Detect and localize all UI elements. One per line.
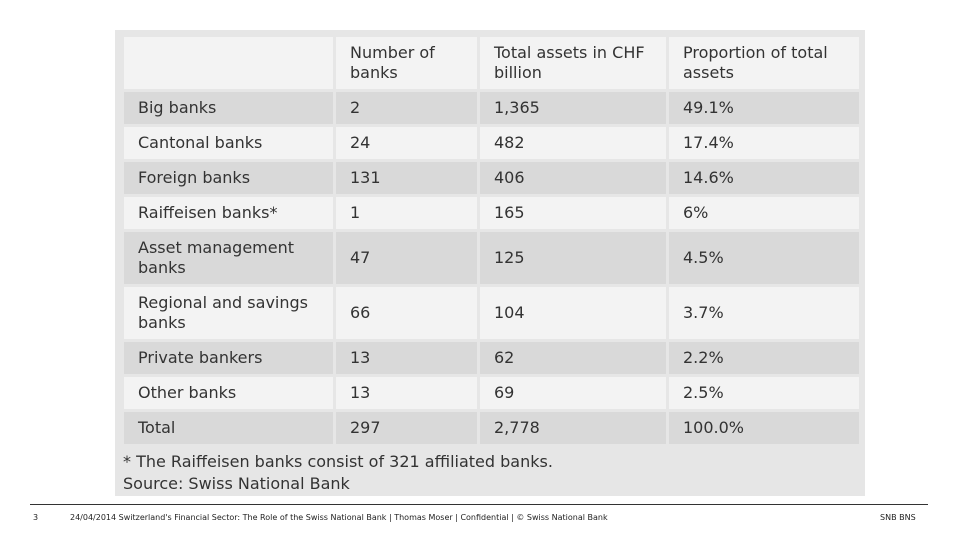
header-cell-number-of-banks: Number of banks <box>336 37 477 89</box>
proportion-cell: 100.0% <box>669 412 859 444</box>
number-of-banks-cell: 297 <box>336 412 477 444</box>
snb-logo: SNB BNS <box>880 513 916 522</box>
table-row: Raiffeisen banks* 1 165 6% <box>124 197 859 229</box>
table-total-row: Total 297 2,778 100.0% <box>124 412 859 444</box>
footer-text: 24/04/2014 Switzerland's Financial Secto… <box>70 513 608 522</box>
footnote-text: * The Raiffeisen banks consist of 321 af… <box>123 452 553 471</box>
table-row: Cantonal banks 24 482 17.4% <box>124 127 859 159</box>
proportion-cell: 6% <box>669 197 859 229</box>
total-assets-cell: 104 <box>480 287 666 339</box>
proportion-cell: 49.1% <box>669 92 859 124</box>
table-header-row: Number of banks Total assets in CHF bill… <box>124 37 859 89</box>
number-of-banks-cell: 1 <box>336 197 477 229</box>
bank-type-cell: Asset management banks <box>124 232 333 284</box>
total-assets-cell: 125 <box>480 232 666 284</box>
number-of-banks-cell: 66 <box>336 287 477 339</box>
total-assets-cell: 2,778 <box>480 412 666 444</box>
total-assets-cell: 69 <box>480 377 666 409</box>
number-of-banks-cell: 24 <box>336 127 477 159</box>
table-panel: Number of banks Total assets in CHF bill… <box>115 30 865 496</box>
table-note: * The Raiffeisen banks consist of 321 af… <box>123 451 553 495</box>
proportion-cell: 2.5% <box>669 377 859 409</box>
total-assets-cell: 165 <box>480 197 666 229</box>
header-cell-total-assets: Total assets in CHF billion <box>480 37 666 89</box>
banks-table: Number of banks Total assets in CHF bill… <box>121 34 862 447</box>
total-assets-cell: 482 <box>480 127 666 159</box>
number-of-banks-cell: 47 <box>336 232 477 284</box>
table-row: Private bankers 13 62 2.2% <box>124 342 859 374</box>
table-row: Big banks 2 1,365 49.1% <box>124 92 859 124</box>
proportion-cell: 2.2% <box>669 342 859 374</box>
bank-type-cell: Big banks <box>124 92 333 124</box>
number-of-banks-cell: 131 <box>336 162 477 194</box>
proportion-cell: 3.7% <box>669 287 859 339</box>
number-of-banks-cell: 13 <box>336 377 477 409</box>
total-assets-cell: 1,365 <box>480 92 666 124</box>
table-row: Other banks 13 69 2.5% <box>124 377 859 409</box>
total-assets-cell: 406 <box>480 162 666 194</box>
bank-type-cell: Raiffeisen banks* <box>124 197 333 229</box>
footer-divider <box>30 504 928 505</box>
proportion-cell: 17.4% <box>669 127 859 159</box>
bank-type-cell: Regional and savings banks <box>124 287 333 339</box>
bank-type-cell: Other banks <box>124 377 333 409</box>
total-assets-cell: 62 <box>480 342 666 374</box>
proportion-cell: 14.6% <box>669 162 859 194</box>
source-text: Source: Swiss National Bank <box>123 474 350 493</box>
table-row: Asset management banks 47 125 4.5% <box>124 232 859 284</box>
header-cell-empty <box>124 37 333 89</box>
bank-type-cell: Foreign banks <box>124 162 333 194</box>
bank-type-cell: Cantonal banks <box>124 127 333 159</box>
proportion-cell: 4.5% <box>669 232 859 284</box>
table-row: Regional and savings banks 66 104 3.7% <box>124 287 859 339</box>
page-number: 3 <box>33 513 39 522</box>
header-cell-proportion: Proportion of total assets <box>669 37 859 89</box>
bank-type-cell: Total <box>124 412 333 444</box>
number-of-banks-cell: 13 <box>336 342 477 374</box>
bank-type-cell: Private bankers <box>124 342 333 374</box>
table-row: Foreign banks 131 406 14.6% <box>124 162 859 194</box>
number-of-banks-cell: 2 <box>336 92 477 124</box>
